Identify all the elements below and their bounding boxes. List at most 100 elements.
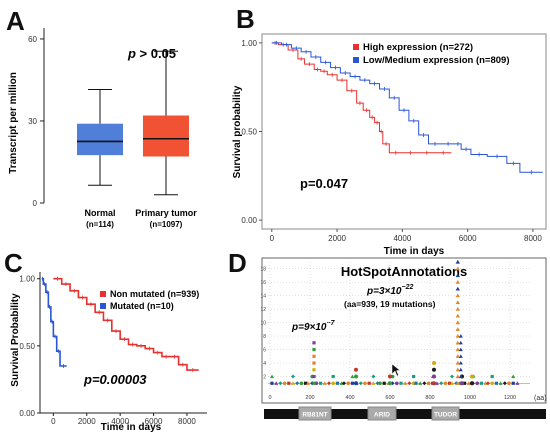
- panel-d-mutation-point: [291, 381, 295, 385]
- panel-d-ytick-label: 4: [263, 361, 266, 367]
- panel-d-secondary-point: [354, 367, 358, 372]
- panel-letter-d: D: [228, 248, 247, 278]
- panel-letter-b: B: [236, 4, 255, 34]
- panel-d-mutation-point: [331, 381, 336, 386]
- panel-d-mutation-point: [498, 381, 503, 385]
- panel-b-ylabel: Survival probability: [232, 85, 243, 178]
- panel-d-mutation-point: [395, 381, 399, 386]
- panel-d-mutation-point: [319, 381, 323, 385]
- panel-d-xtick-label: 800: [425, 395, 434, 401]
- panel-d-pvalue-main: p=3×10−22: [366, 284, 413, 297]
- panel-c-plot: 0 2000 4000 6000 8000 0.00 0.50 1.00 Non mutated…: [19, 272, 207, 426]
- panel-d-hotspot-939-point: [455, 327, 460, 331]
- panel-d-ytick-label: 6: [263, 348, 266, 354]
- panel-d-secondary-point: [432, 374, 436, 379]
- panel-d-plot: 2 4 6 8 10 12 14 16 18 0 200 400 600 800 1000 1200 (aa) R…: [260, 257, 547, 421]
- panel-d-mutation-point: [515, 381, 520, 385]
- panel-d-ytick-label: 8: [263, 334, 266, 340]
- panel-d-frame: [261, 257, 547, 404]
- panel-c-legend-swatch: [100, 303, 106, 309]
- panel-d-secondary-point: [432, 361, 436, 366]
- panel-d-mutation-point: [339, 381, 344, 385]
- panel-c-ytick-label: 0.50: [19, 342, 35, 351]
- panel-d-protein-bar: [264, 409, 546, 419]
- panel-d-xtick-label: 0: [268, 395, 271, 401]
- panel-b-xtick-label: 2000: [328, 234, 346, 243]
- panel-d-mutation-point: [282, 381, 287, 386]
- panel-c-xtick-label: 8000: [178, 417, 196, 426]
- panel-d-hotspot-939-point: [455, 381, 460, 385]
- panel-d-secondary-point: [432, 381, 436, 386]
- panel-d-mutation-point: [511, 381, 515, 385]
- panel-d-mutation-point: [363, 381, 367, 386]
- panel-d-domain-box: [367, 406, 397, 421]
- panel-d-mutation-point: [378, 381, 382, 386]
- panel-d-hotspot-939-point-b: [458, 361, 463, 365]
- panel-c-legend-label: Non mutated (n=939): [110, 289, 199, 299]
- panel-c-xtick-label: 4000: [111, 417, 129, 426]
- panel-d-hotspot-939-point: [455, 367, 460, 372]
- panel-a-xtick-count: (n=1097): [150, 220, 183, 229]
- panel-d-mutation-point: [466, 381, 471, 385]
- panel-d-mutation-point: [403, 381, 408, 385]
- cursor-arrow-icon: [391, 363, 401, 377]
- panel-d-domain-label: RB81NT: [302, 412, 327, 419]
- panel-b-plot: 0 2000 4000 6000 8000 0.00 0.50 1.00 High expres…: [241, 33, 547, 243]
- panel-d-mutation-point: [507, 381, 511, 386]
- panel-d-mutation-point: [479, 381, 483, 385]
- panel-d-hotspot-220-point: [312, 354, 316, 358]
- panel-d-mutation-point: [511, 374, 516, 379]
- panel-c-xlabel: Time in days: [101, 422, 162, 433]
- panel-d-mutation-point: [346, 381, 351, 386]
- panel-d-mutation-point: [422, 381, 427, 386]
- panel-d-mutation-point: [475, 381, 480, 386]
- panel-d-mutation-point: [278, 381, 283, 386]
- panel-c-legend-label: Mutated (n=10): [110, 301, 174, 311]
- panel-d-hotspot-220-point: [312, 347, 316, 352]
- panel-d-ytick-label: 18: [260, 267, 266, 273]
- panel-a-plot: 0 30 60 Normal (n=114) Primary tumor (n=1097): [28, 28, 197, 229]
- panel-d-mutation-point: [367, 381, 371, 385]
- panel-b-legend-swatch: [353, 57, 359, 63]
- panel-d-xtick-label: 400: [345, 395, 354, 401]
- panel-a-ytick-label: 60: [28, 35, 37, 44]
- panel-d-mutation-point: [291, 374, 295, 379]
- panel-d-hotspot-939-point-b: [458, 354, 463, 358]
- panel-d-hotspot-939-point: [455, 300, 460, 305]
- panel-d-hotspot-939-point: [455, 273, 460, 278]
- panel-b-xtick-label: 8000: [524, 234, 542, 243]
- panel-d-hotspot-939-point: [455, 259, 460, 264]
- panel-d-mutation-point: [426, 381, 431, 386]
- panel-d-title: HotSpotAnnotations: [341, 264, 467, 279]
- panel-d-hotspot-939-point: [455, 293, 460, 298]
- panel-a-ytick-label: 30: [28, 117, 37, 126]
- panel-d-ytick-label: 2: [263, 375, 266, 381]
- panel-d-mutation-point: [443, 381, 448, 386]
- panel-d-mutation-point: [350, 374, 355, 379]
- panel-d-hotspot-220-point: [312, 341, 316, 345]
- panel-d-hotspot-939-point-b: [458, 340, 463, 345]
- panel-b-pvalue: p=0.047: [300, 176, 348, 191]
- panel-d-mutation-point: [371, 381, 376, 385]
- panel-d-hotspot-939-point-b: [458, 334, 463, 338]
- panel-d-mutation-point: [327, 381, 331, 386]
- panel-d-mutation-point: [435, 381, 439, 385]
- panel-d-mutation-point: [295, 381, 300, 386]
- panel-d-domain-label: TUDOR: [434, 412, 457, 419]
- panel-d-pvalue-left: p=9×10−7: [291, 320, 336, 333]
- panel-d-secondary-point: [432, 367, 436, 372]
- panel-d-mutation-point: [486, 381, 490, 386]
- panel-d-secondary-point: [460, 381, 464, 386]
- panel-d-mutation-point: [414, 381, 418, 385]
- panel-b-xtick-label: 4000: [393, 234, 411, 243]
- panel-letter-a: A: [6, 6, 25, 36]
- panel-d-domain-box: [431, 406, 460, 421]
- panel-d-mutation-point: [382, 381, 386, 385]
- panel-c-ytick-label: 0.00: [19, 409, 35, 418]
- panel-d-domain-label: ARID: [374, 412, 390, 419]
- panel-c-pvalue: p=0.00003: [83, 372, 147, 387]
- panel-d-mutation-point: [490, 381, 495, 386]
- panel-c-ytick-label: 1.00: [19, 275, 35, 284]
- panel-d-xtick-label: 1200: [504, 395, 516, 401]
